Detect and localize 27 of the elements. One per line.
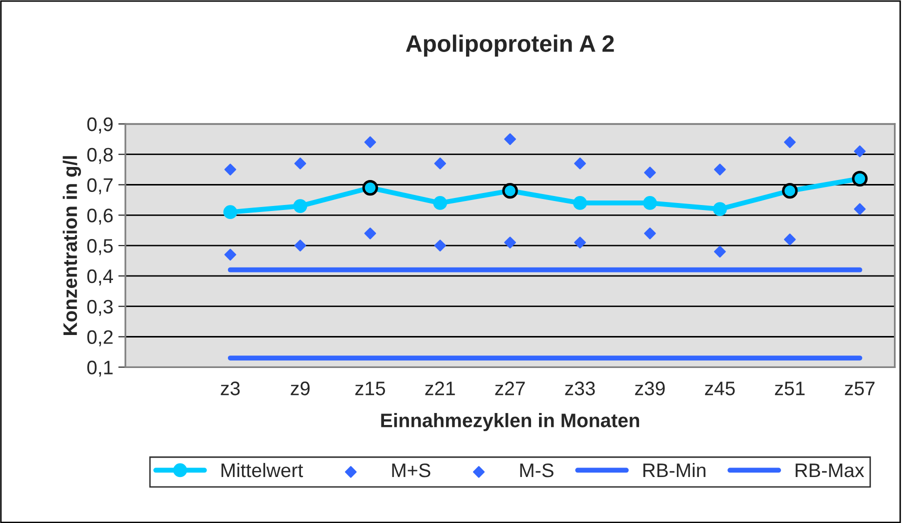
y-tick-label: 0,7	[87, 178, 113, 194]
x-tick-label: z3	[220, 382, 240, 396]
x-tick-label: z57	[844, 382, 875, 396]
legend-label: RB-Min	[643, 462, 706, 478]
y-tick-label: 0,5	[87, 239, 113, 256]
chart-title: Apolipoprotein A 2	[406, 34, 614, 57]
y-tick-label: 0,9	[87, 117, 113, 134]
legend-label: Mittelwert	[222, 462, 304, 478]
x-tick-label: z27	[495, 382, 525, 396]
x-tick-label: z33	[565, 382, 595, 396]
x-tick-label: z45	[705, 382, 735, 396]
y-tick-label: 0,1	[87, 360, 113, 377]
x-tick-label: z15	[355, 382, 386, 396]
x-tick-label: z51	[774, 382, 805, 396]
y-tick-label: 0,8	[87, 148, 113, 164]
legend-label: RB-Max	[796, 464, 864, 478]
y-tick-label: 0,3	[87, 300, 113, 316]
x-tick-label: z9	[290, 382, 310, 396]
legend-label: M-S	[520, 463, 554, 478]
x-tick-label: z39	[635, 382, 665, 396]
y-tick-label: 0,2	[87, 330, 113, 346]
legend-label: M+S	[392, 463, 430, 478]
y-tick-label: 0,4	[87, 269, 114, 286]
y-axis-title: Konzentration in g/l	[62, 156, 81, 335]
x-tick-label: z21	[425, 382, 455, 396]
x-axis-title: Einnahmezyklen in Monaten	[381, 413, 640, 432]
y-tick-label: 0,6	[87, 208, 113, 225]
